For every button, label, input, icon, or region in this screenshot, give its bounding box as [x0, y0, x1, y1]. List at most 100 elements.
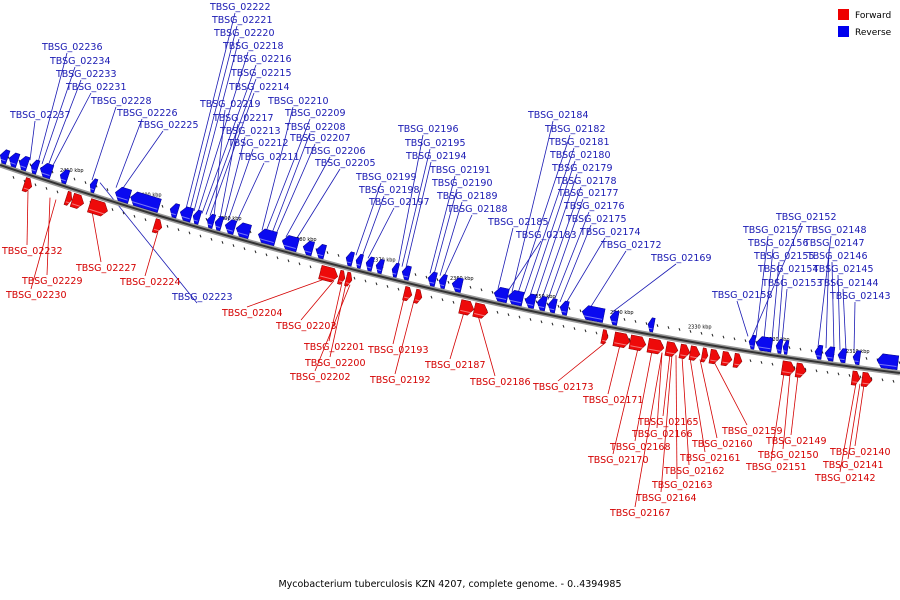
reverse-gene [876, 353, 900, 371]
leader-line [30, 199, 57, 290]
gene-label: TBSG_02209 [284, 108, 346, 119]
forward-gene [688, 345, 701, 361]
minor-tick [309, 265, 312, 269]
axis-tick-label: 2330 kbp [688, 324, 712, 330]
leader-line [790, 375, 799, 436]
reverse-gene [224, 219, 238, 235]
gene-label: TBSG_02161 [679, 453, 741, 464]
legend-forward-label: Forward [855, 11, 891, 21]
reverse-gene [814, 344, 824, 360]
leader-line [782, 373, 791, 450]
minor-tick [870, 376, 873, 380]
leader-line [755, 235, 769, 338]
minor-tick [452, 300, 455, 304]
gene-label: TBSG_02217 [212, 113, 274, 124]
reverse-gene [18, 155, 31, 172]
leader-line [47, 79, 82, 167]
gene-label: TBSG_02221 [211, 15, 273, 26]
gene-label: TBSG_02202 [289, 372, 351, 383]
leader-line [477, 315, 496, 377]
gene-label: TBSG_02146 [806, 251, 868, 262]
reverse-gene [536, 296, 548, 312]
minor-tick [760, 360, 763, 364]
minor-tick [397, 287, 400, 291]
gene-label: TBSG_02220 [213, 28, 275, 39]
minor-tick [540, 320, 543, 324]
forward-gene [720, 350, 733, 367]
reverse-gene [355, 253, 364, 269]
reverse-gene [192, 209, 203, 225]
gene-label: TBSG_02223 [171, 292, 233, 303]
minor-tick [106, 188, 109, 191]
leader-line [529, 160, 576, 296]
gene-label: TBSG_02165 [637, 417, 699, 428]
minor-tick [29, 163, 32, 167]
minor-tick [441, 298, 444, 302]
gene-label: TBSG_02177 [557, 188, 619, 199]
leader-line [831, 261, 835, 350]
gene-label: TBSG_02226 [116, 108, 178, 119]
minor-tick [535, 300, 538, 304]
forward-gene [69, 192, 85, 209]
minor-tick [584, 329, 587, 333]
gene-label: TBSG_02203 [275, 321, 337, 332]
gene-label: TBSG_02198 [358, 185, 420, 196]
forward-gene [612, 331, 631, 348]
leader-line [681, 356, 690, 466]
leader-line [837, 274, 841, 351]
leader-line [699, 359, 718, 439]
leader-line [51, 92, 92, 168]
leader-line [612, 348, 639, 455]
gene-label: TBSG_02160 [691, 439, 753, 450]
leader-line [439, 201, 463, 276]
leader-line [213, 109, 226, 217]
reverse-gene [401, 265, 412, 281]
gene-label: TBSG_02234 [49, 56, 111, 67]
leader-line [507, 240, 542, 292]
gene-label: TBSG_02193 [367, 345, 429, 356]
gene-label: TBSG_02152 [775, 212, 837, 223]
minor-tick [177, 228, 180, 232]
gene-label: TBSG_02218 [222, 41, 284, 52]
axis-tick-label: 2390 kbp [218, 216, 242, 222]
minor-tick [326, 251, 329, 254]
leader-line [842, 288, 847, 351]
gene-label: TBSG_02163 [651, 480, 713, 491]
leader-line [535, 173, 578, 298]
leader-line [771, 261, 780, 341]
gene-label: TBSG_02229 [21, 276, 83, 287]
reverse-gene [59, 169, 71, 185]
leader-line [37, 52, 68, 163]
gene-label: TBSG_02180 [549, 150, 611, 161]
leader-line [219, 123, 239, 219]
forward-gene [860, 371, 873, 388]
gene-label: TBSG_02210 [267, 96, 329, 107]
gene-label: TBSG_02219 [199, 99, 261, 110]
leader-line [781, 288, 788, 342]
minor-tick [700, 331, 703, 335]
minor-tick [188, 231, 191, 235]
gene-label: TBSG_02205 [314, 158, 376, 169]
reverse-gene [281, 235, 300, 253]
minor-tick [551, 322, 554, 326]
leader-line [429, 175, 456, 274]
leader-line [46, 197, 51, 276]
gene-label: TBSG_02232 [1, 246, 63, 257]
minor-tick [623, 317, 626, 321]
gene-label: TBSG_02162 [663, 466, 725, 477]
reverse-gene [755, 336, 774, 353]
leader-line [497, 227, 514, 289]
gene-label: TBSG_02181 [548, 137, 610, 148]
gene-label: TBSG_02188 [446, 204, 508, 215]
minor-tick [848, 374, 851, 377]
gene-label: TBSG_02199 [355, 172, 417, 183]
forward-gene [628, 334, 647, 351]
leader-line [223, 136, 246, 220]
minor-tick [205, 217, 208, 221]
minor-tick [45, 186, 48, 190]
minor-tick [232, 244, 235, 248]
minor-tick [826, 370, 829, 374]
minor-tick [34, 183, 37, 187]
minor-tick [562, 324, 565, 328]
gene-label: TBSG_02168 [609, 442, 671, 453]
